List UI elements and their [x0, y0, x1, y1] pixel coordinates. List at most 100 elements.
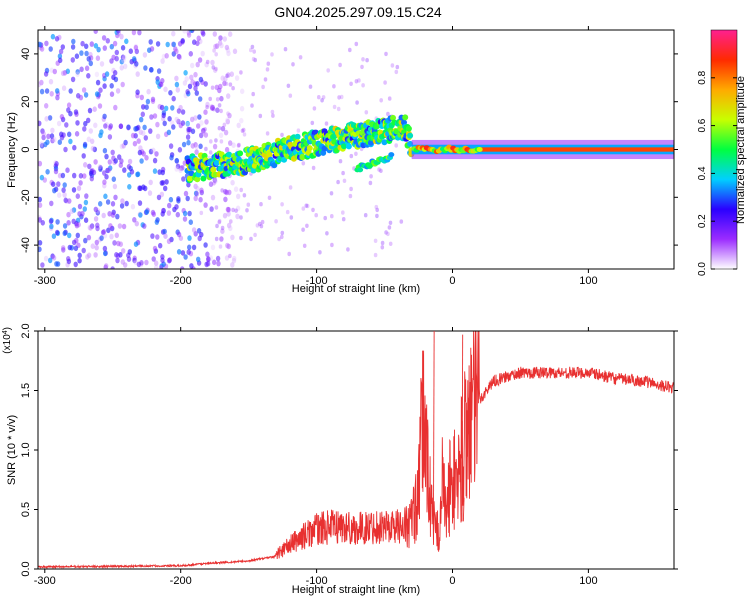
noise-cell	[190, 116, 195, 123]
noise-cell	[39, 79, 44, 86]
noise-cell	[102, 147, 108, 154]
noise-cell	[84, 193, 89, 199]
noise-cell	[116, 30, 121, 36]
noise-cell	[38, 240, 43, 246]
signal-cell	[294, 133, 301, 140]
noise-cell	[215, 107, 220, 113]
noise-cell	[187, 126, 193, 133]
noise-cell	[141, 104, 146, 110]
noise-cell	[49, 133, 55, 139]
noise-cell	[387, 225, 392, 230]
noise-cell	[49, 67, 55, 74]
noise-cell	[201, 129, 206, 136]
noise-cell	[114, 49, 120, 56]
noise-cell	[153, 248, 159, 254]
noise-cell	[226, 243, 231, 250]
signal-cell	[213, 159, 220, 166]
noise-cell	[136, 261, 142, 268]
noise-cell	[201, 31, 206, 37]
noise-cell	[181, 141, 187, 148]
noise-cell	[47, 115, 53, 121]
noise-cell	[84, 50, 89, 57]
noise-cell	[142, 52, 148, 58]
noise-cell	[93, 159, 98, 165]
colorbar-tick-label: 0.6	[697, 118, 708, 132]
noise-cell	[186, 181, 191, 188]
noise-cell	[188, 30, 193, 33]
noise-cell	[239, 117, 244, 124]
noise-cell	[62, 230, 67, 237]
noise-cell	[338, 159, 343, 164]
signal-cell	[299, 153, 306, 160]
noise-cell	[154, 264, 159, 269]
noise-cell	[105, 199, 111, 205]
noise-cell	[205, 260, 211, 267]
noise-cell	[65, 68, 71, 75]
noise-cell	[44, 88, 50, 94]
noise-cell	[267, 195, 272, 200]
noise-cell	[171, 41, 176, 48]
spectrogram-xtick-label: 0	[449, 275, 455, 287]
noise-cell	[225, 47, 231, 53]
noise-cell	[375, 207, 380, 213]
noise-cell	[386, 111, 390, 117]
noise-cell	[271, 113, 275, 118]
noise-cell	[126, 124, 131, 130]
noise-cell	[149, 67, 154, 73]
signal-cell	[186, 175, 193, 182]
noise-cell	[73, 245, 79, 252]
noise-cell	[38, 246, 42, 253]
snr-xtick-label: -100	[306, 575, 328, 587]
noise-cell	[93, 122, 98, 129]
noise-cell	[181, 176, 186, 182]
noise-cell	[242, 132, 247, 137]
noise-cell	[138, 129, 143, 135]
noise-cell	[38, 196, 42, 203]
noise-cell	[199, 187, 204, 194]
branch-cell	[357, 167, 364, 173]
noise-cell	[212, 31, 217, 37]
noise-cell	[159, 104, 165, 111]
noise-cell	[222, 36, 227, 42]
colorbar-ticks: 0.0 0.2 0.4 0.6 0.8	[697, 70, 737, 276]
signal-cell	[321, 145, 328, 152]
noise-cell	[121, 248, 126, 254]
noise-cell	[224, 189, 229, 196]
noise-cell	[223, 188, 228, 195]
snr-spike	[461, 334, 464, 522]
noise-cell	[132, 217, 137, 223]
noise-cell	[93, 30, 98, 34]
noise-cell	[41, 134, 46, 141]
noise-cell	[111, 176, 117, 182]
noise-cell	[218, 132, 224, 139]
spectrogram-xtick-label: -200	[170, 275, 192, 287]
noise-cell	[219, 139, 224, 144]
noise-cell	[196, 228, 202, 234]
noise-cell	[132, 140, 138, 147]
noise-cell	[265, 67, 270, 72]
noise-cell	[141, 151, 146, 157]
noise-cell	[203, 242, 208, 248]
carrier-cell	[476, 147, 483, 152]
noise-cell	[144, 259, 149, 266]
noise-cell	[137, 149, 143, 156]
spectrogram-xlabel: Height of straight line (km)	[292, 283, 420, 295]
noise-cell	[70, 44, 76, 50]
noise-cell	[360, 64, 364, 70]
noise-cell	[317, 95, 321, 100]
noise-cell	[205, 101, 210, 108]
noise-cell	[109, 58, 114, 64]
noise-cell	[226, 222, 232, 229]
noise-cell	[99, 61, 105, 67]
noise-cell	[188, 219, 193, 225]
noise-cell	[239, 70, 243, 75]
noise-cell	[158, 242, 163, 249]
noise-cell	[210, 244, 216, 251]
noise-cell	[62, 223, 68, 229]
noise-cell	[259, 202, 263, 207]
signal-cell	[250, 167, 257, 174]
noise-cell	[43, 255, 49, 262]
noise-cell	[101, 212, 106, 219]
snr-xtick-label: 0	[449, 575, 455, 587]
noise-cell	[138, 212, 143, 218]
